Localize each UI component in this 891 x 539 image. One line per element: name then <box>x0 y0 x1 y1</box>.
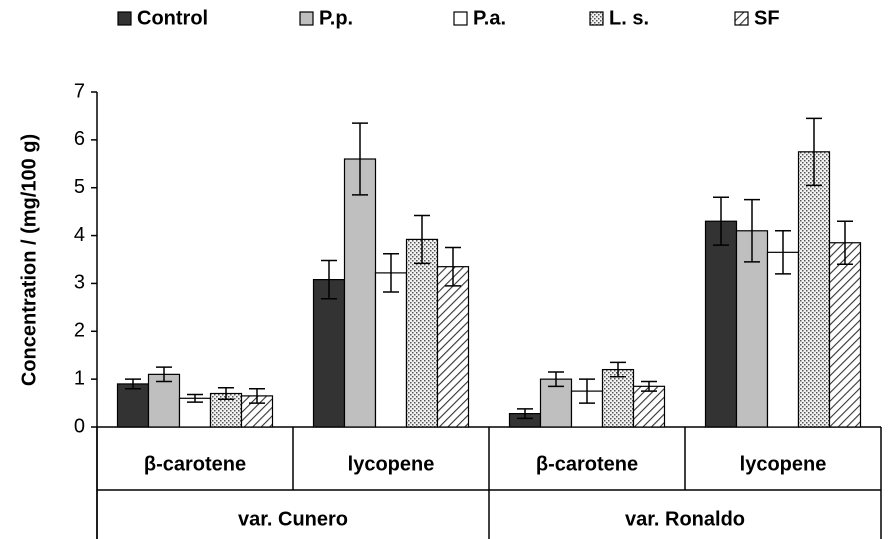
y-tick-label: 1 <box>74 367 85 389</box>
error-bar <box>579 378 595 404</box>
x-tick-label: β-carotene <box>144 453 246 475</box>
y-tick-label: 3 <box>74 272 85 294</box>
error-bar <box>414 214 430 265</box>
bar <box>632 385 666 428</box>
error-bar <box>744 198 760 263</box>
bar <box>828 242 862 428</box>
x-tick-label: lycopene <box>348 453 435 475</box>
group-label: var. Ronaldo <box>625 508 745 530</box>
legend-swatch <box>299 11 314 26</box>
bar <box>312 279 346 428</box>
error-bar <box>187 393 203 403</box>
error-bar <box>517 408 533 420</box>
bar <box>178 397 212 428</box>
legend-label: Control <box>137 7 208 29</box>
error-bar <box>125 378 141 390</box>
legend-swatch <box>589 11 604 26</box>
bar <box>436 266 470 428</box>
legend-label: P.p. <box>319 7 353 29</box>
bar <box>601 368 635 428</box>
legend-swatch <box>453 11 468 26</box>
y-axis-label: Concentration / (mg/100 g) <box>18 134 40 386</box>
bar <box>116 383 150 428</box>
error-bar <box>383 253 399 293</box>
y-tick-label: 0 <box>74 415 85 437</box>
bar <box>704 220 738 428</box>
bar <box>405 238 439 428</box>
y-tick-label: 6 <box>74 128 85 150</box>
bar <box>797 151 831 428</box>
error-bar <box>445 246 461 287</box>
bar <box>343 158 377 428</box>
bar <box>374 272 408 428</box>
error-bar <box>610 361 626 378</box>
error-bar <box>641 380 657 392</box>
error-bar <box>156 366 172 383</box>
error-bar <box>548 371 564 388</box>
legend-swatch <box>117 11 132 26</box>
legend-swatch <box>734 11 749 26</box>
y-tick-label: 7 <box>74 80 85 102</box>
group-label: var. Cunero <box>238 508 348 530</box>
error-bar <box>806 117 822 187</box>
x-tick-label: β-carotene <box>536 453 638 475</box>
legend-label: L. s. <box>609 7 649 29</box>
legend-label: P.a. <box>473 7 506 29</box>
legend-label: SF <box>754 7 780 29</box>
bar <box>766 251 800 428</box>
error-bar <box>713 196 729 246</box>
y-tick-label: 5 <box>74 176 85 198</box>
error-bar <box>837 220 853 266</box>
error-bar <box>321 259 337 300</box>
error-bar <box>775 230 791 275</box>
x-tick-label: lycopene <box>740 453 827 475</box>
error-bar <box>249 387 265 404</box>
error-bar <box>218 387 234 400</box>
error-bar <box>352 122 368 196</box>
y-tick-label: 4 <box>74 224 85 246</box>
y-tick-label: 2 <box>74 320 85 342</box>
